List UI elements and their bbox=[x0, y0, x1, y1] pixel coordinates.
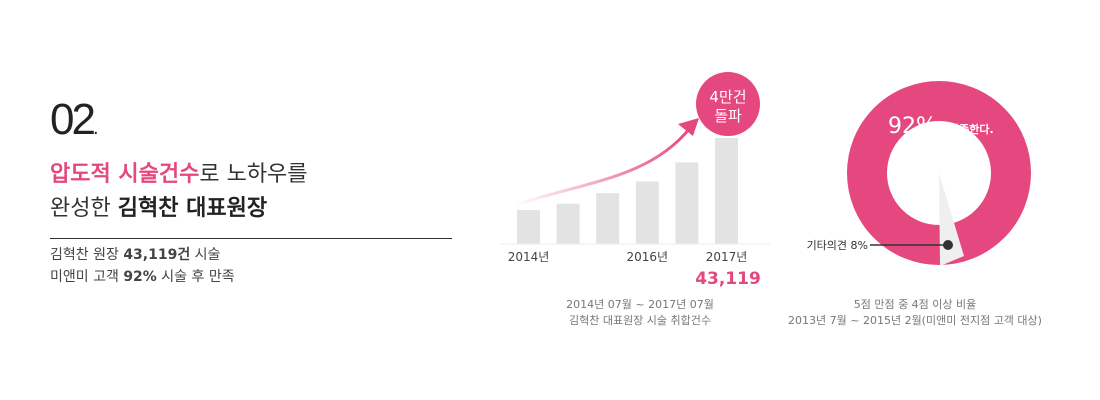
chart-caption-period: 2014년 07월 ~ 2017년 07월 bbox=[566, 298, 714, 311]
growth-arrow-icon bbox=[514, 127, 692, 207]
stat-1-prefix: 김혁찬 원장 bbox=[50, 247, 124, 263]
donut-caption-period: 2013년 7월 ~ 2015년 2월(미앤미 전지점 고객 대상) bbox=[788, 314, 1042, 327]
headline-line-2-bold: 김혁찬 대표원장 bbox=[117, 196, 268, 221]
milestone-badge: 4만건 돌파 bbox=[696, 72, 760, 136]
stat-1-value: 43,119건 bbox=[123, 247, 191, 263]
chart-caption-description: 김혁찬 대표원장 시술 취합건수 bbox=[568, 314, 712, 327]
bar-6 bbox=[715, 138, 738, 244]
x-tick-label: 2014년 bbox=[508, 250, 550, 264]
bar-2 bbox=[556, 203, 580, 244]
stat-procedures: 김혁찬 원장 43,119건 시술 bbox=[50, 245, 220, 265]
divider bbox=[50, 238, 452, 239]
satisfaction-label: 만족한다. bbox=[949, 122, 994, 136]
growth-chart: 4만건 돌파 2014년 2016년 2017년 43,119 bbox=[500, 72, 770, 289]
other-label: 기타의견 8% bbox=[807, 239, 868, 252]
stat-satisfaction: 미앤미 고객 92% 시술 후 만족 bbox=[50, 267, 235, 287]
badge-line-2: 돌파 bbox=[714, 107, 742, 125]
satisfaction-percent: 92% bbox=[888, 114, 937, 139]
bar-5 bbox=[675, 162, 699, 244]
growth-arrow-head-icon bbox=[678, 118, 699, 136]
headline-line-2: 완성한 김혁찬 대표원장 bbox=[50, 194, 267, 224]
section-number-text: 02 bbox=[50, 95, 96, 144]
headline-line-2-normal: 완성한 bbox=[50, 196, 118, 221]
headline-highlight: 압도적 시술건수 bbox=[50, 162, 200, 187]
section-number-dot: . bbox=[92, 117, 99, 139]
headline-line-1: 압도적 시술건수로 노하우를 bbox=[50, 160, 308, 190]
badge-line-1: 4만건 bbox=[709, 88, 746, 106]
donut-other-slice bbox=[939, 173, 964, 266]
x-tick-label: 2016년 bbox=[627, 250, 669, 264]
bar-3 bbox=[596, 193, 620, 244]
stat-2-suffix: 시술 후 만족 bbox=[156, 269, 235, 285]
stat-2-prefix: 미앤미 고객 bbox=[50, 269, 124, 285]
total-value: 43,119 bbox=[695, 269, 761, 289]
stat-2-value: 92% bbox=[123, 269, 157, 285]
x-tick-label: 2017년 bbox=[706, 250, 748, 264]
section-number: 02. bbox=[50, 96, 99, 152]
bar-1 bbox=[517, 210, 540, 244]
donut-caption-criteria: 5점 만점 중 4점 이상 비율 bbox=[853, 298, 977, 311]
satisfaction-donut: 기타의견 8% 92% 만족한다. bbox=[807, 81, 1031, 266]
headline-line-1-rest: 로 노하우를 bbox=[199, 162, 308, 187]
stat-1-suffix: 시술 bbox=[190, 247, 221, 263]
bar-4 bbox=[635, 181, 659, 244]
